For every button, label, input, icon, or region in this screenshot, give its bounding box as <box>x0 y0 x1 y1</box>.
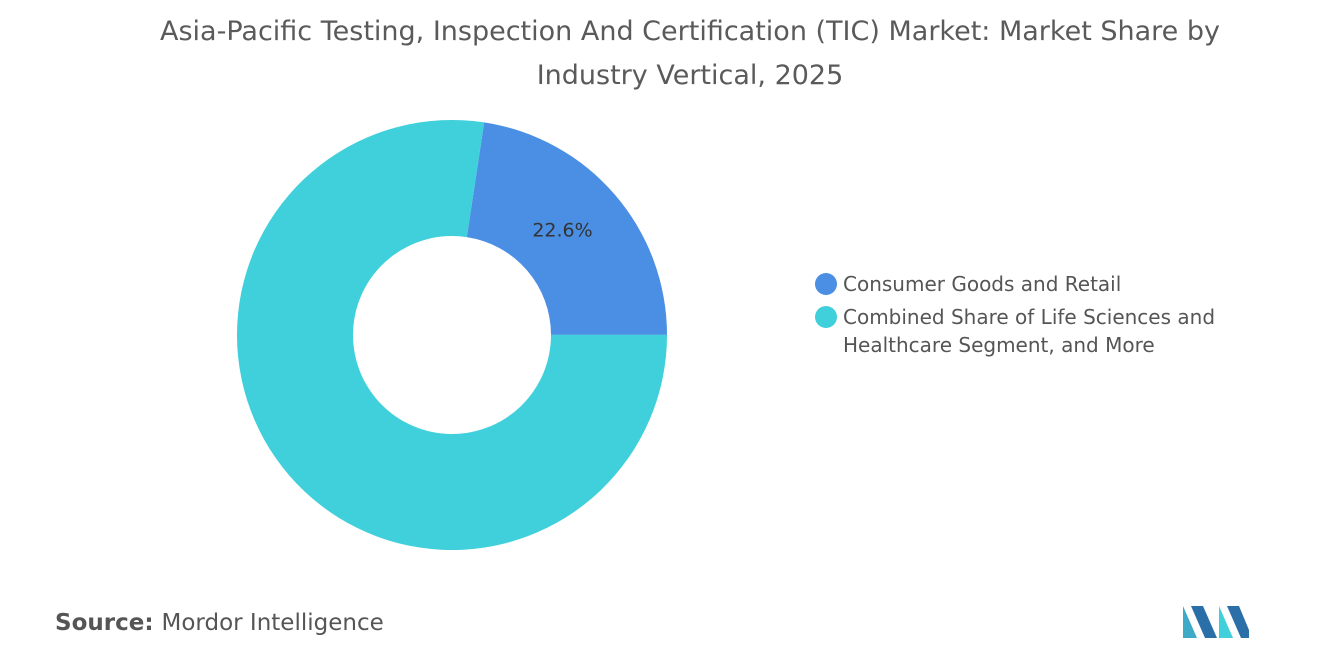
logo-shape <box>1219 606 1233 638</box>
logo-shape <box>1227 606 1249 638</box>
legend-label: Consumer Goods and Retail <box>843 272 1122 296</box>
source: Source: Mordor Intelligence <box>55 610 384 636</box>
logo <box>1183 606 1249 638</box>
legend-marker <box>815 306 837 328</box>
legend: Consumer Goods and Retail Combined Share … <box>815 270 1235 364</box>
source-name: Mordor Intelligence <box>161 610 384 636</box>
legend-label: Combined Share of Life Sciences and Heal… <box>843 305 1216 357</box>
slice <box>236 119 667 550</box>
logo-shape <box>1183 606 1197 638</box>
chart-title: Asia-Pacific Testing, Inspection And Cer… <box>160 16 1220 91</box>
slice <box>466 122 667 335</box>
data-label: 22.6% <box>532 219 592 241</box>
source-label: Source: <box>55 610 154 636</box>
logo-shape <box>1191 606 1217 638</box>
legend-item: Combined Share of Life Sciences and Heal… <box>815 303 1235 359</box>
legend-item: Consumer Goods and Retail <box>815 270 1235 298</box>
legend-marker <box>815 273 837 295</box>
